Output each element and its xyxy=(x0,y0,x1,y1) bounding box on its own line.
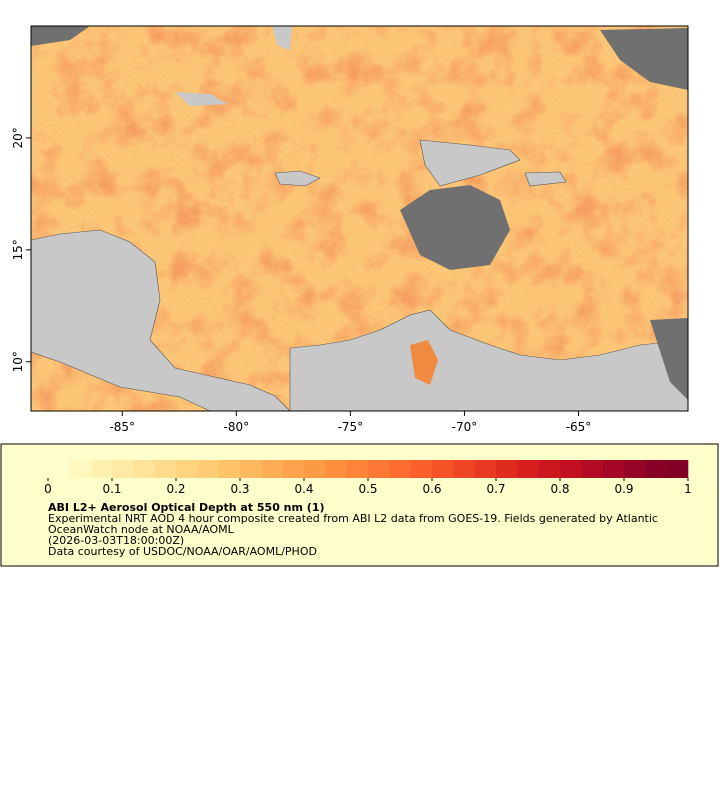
colorbar-swatch xyxy=(645,460,667,478)
colorbar-swatch xyxy=(69,460,91,478)
colorbar-swatch xyxy=(581,460,603,478)
x-tick-label: -70° xyxy=(452,420,478,434)
colorbar-tick-label: 0.5 xyxy=(358,482,377,496)
colorbar-swatch xyxy=(282,460,305,478)
y-tick-label: 15° xyxy=(11,239,25,260)
land-central-america xyxy=(31,229,291,411)
colorbar-tick-label: 0.4 xyxy=(294,482,313,496)
legend-line: Experimental NRT AOD 4 hour composite cr… xyxy=(48,512,658,525)
colorbar-swatch xyxy=(112,460,134,478)
land-cuba xyxy=(272,26,292,50)
colorbar-swatch xyxy=(602,460,625,478)
colorbar-swatch xyxy=(197,460,219,478)
land-hispaniola xyxy=(419,139,521,187)
colorbar-swatch xyxy=(325,460,347,478)
colorbar-swatch xyxy=(560,460,582,478)
colorbar-swatch xyxy=(90,460,113,478)
x-tick-label: -85° xyxy=(109,420,135,434)
colorbar-swatch xyxy=(154,460,177,478)
colorbar-swatch xyxy=(624,460,646,478)
colorbar-swatch xyxy=(666,460,689,478)
colorbar-swatch xyxy=(538,460,561,478)
colorbar-tick-label: 1 xyxy=(684,482,692,496)
colorbar-tick-label: 0.7 xyxy=(486,482,505,496)
colorbar-swatch xyxy=(176,460,198,478)
colorbar-tick-label: 0.3 xyxy=(230,482,249,496)
colorbar-swatch xyxy=(218,460,241,478)
lake-maracaibo xyxy=(410,340,438,385)
colorbar-swatch xyxy=(410,460,433,478)
colorbar-swatch xyxy=(432,460,454,478)
colorbar-tick-label: 0.8 xyxy=(550,482,569,496)
x-tick-label: -80° xyxy=(224,420,250,434)
colorbar-swatch xyxy=(368,460,390,478)
colorbar-swatch xyxy=(304,460,326,478)
y-tick-label: 10° xyxy=(11,351,25,372)
colorbar-swatch xyxy=(261,460,283,478)
colorbar-tick-label: 0.9 xyxy=(614,482,633,496)
land-jamaica xyxy=(274,170,321,187)
legend-line: OceanWatch node at NOAA/AOML xyxy=(48,523,235,536)
y-tick-label: 20° xyxy=(11,127,25,148)
map-frame xyxy=(30,25,689,412)
colorbar-tick-label: 0.6 xyxy=(422,482,441,496)
colorbar-swatch xyxy=(346,460,369,478)
colorbar-swatch xyxy=(133,460,155,478)
colorbar-tick-label: 0 xyxy=(44,482,52,496)
colorbar-swatch xyxy=(517,460,539,478)
map-area xyxy=(31,26,688,411)
colorbar-swatch xyxy=(240,460,262,478)
colorbar-swatch xyxy=(474,460,497,478)
legend-line: Data courtesy of USDOC/NOAA/OAR/AOML/PHO… xyxy=(48,545,317,558)
x-tick-label: -75° xyxy=(338,420,364,434)
cloud xyxy=(650,318,688,400)
x-tick-label: -65° xyxy=(566,420,592,434)
legend-title: ABI L2+ Aerosol Optical Depth at 550 nm … xyxy=(48,501,325,514)
land-puerto-rico xyxy=(524,171,567,187)
colorbar-swatch xyxy=(496,460,518,478)
colorbar-swatch xyxy=(453,460,475,478)
cloud xyxy=(400,185,510,270)
legend-line: (2026-03-03T18:00:00Z) xyxy=(48,534,184,547)
colorbar-tick-label: 0.1 xyxy=(102,482,121,496)
cloud xyxy=(600,28,688,90)
land-south-america xyxy=(289,309,688,411)
land-cuba-west xyxy=(175,92,228,106)
colorbar-swatch xyxy=(389,460,411,478)
cloud xyxy=(31,26,90,46)
colorbar-swatch xyxy=(48,460,70,478)
colorbar-tick-label: 0.2 xyxy=(166,482,185,496)
